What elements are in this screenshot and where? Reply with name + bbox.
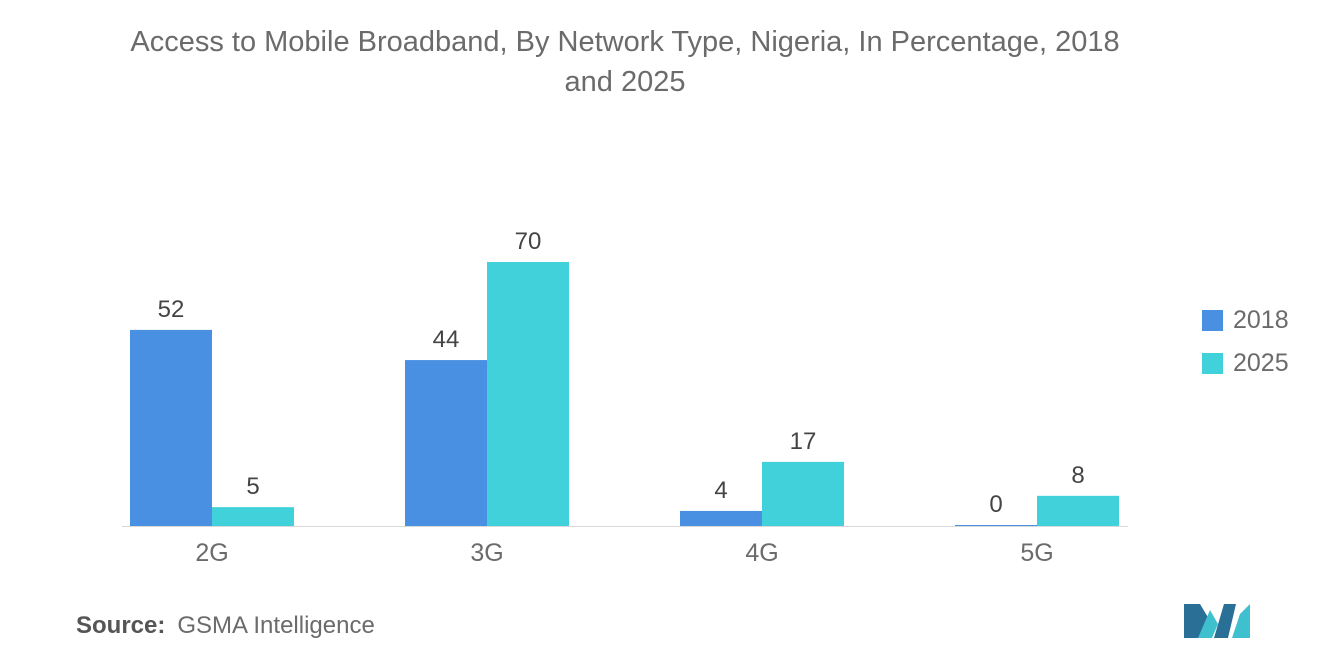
bar-4G-2025 xyxy=(762,461,844,526)
bar-4G-2018 xyxy=(680,510,762,526)
data-label-2G-2018: 52 xyxy=(158,296,185,323)
data-label-3G-2025: 70 xyxy=(515,228,542,255)
source-label: Source: xyxy=(76,612,166,639)
data-label-5G-2018: 0 xyxy=(989,491,1002,518)
x-tick-label-4G: 4G xyxy=(745,539,778,567)
x-tick-label-2G: 2G xyxy=(195,539,228,567)
legend-item-2018: 2018 xyxy=(1202,306,1289,334)
bar-2G-2025 xyxy=(212,507,294,526)
bar-3G-2018 xyxy=(405,360,487,526)
legend: 2018 2025 xyxy=(1202,306,1289,392)
brand-logo-icon xyxy=(1184,604,1250,638)
chart-title-line1: Access to Mobile Broadband, By Network T… xyxy=(130,26,1120,58)
bar-5G-2025 xyxy=(1037,495,1119,526)
x-tick-label-3G: 3G xyxy=(470,539,503,567)
bar-5G-2018 xyxy=(955,525,1037,526)
data-label-4G-2025: 17 xyxy=(790,428,817,455)
legend-item-2025: 2025 xyxy=(1202,349,1289,377)
legend-swatch-2025 xyxy=(1202,352,1223,374)
data-label-4G-2018: 4 xyxy=(714,477,727,504)
bar-3G-2025 xyxy=(487,262,569,526)
source-value: GSMA Intelligence xyxy=(177,612,375,639)
legend-swatch-2018 xyxy=(1202,309,1223,331)
legend-label-2018: 2018 xyxy=(1233,305,1289,334)
data-label-5G-2025: 8 xyxy=(1071,462,1084,489)
chart-title-line2: and 2025 xyxy=(564,66,686,98)
chart-title: Access to Mobile Broadband, By Network T… xyxy=(50,22,1200,102)
legend-label-2025: 2025 xyxy=(1233,348,1289,377)
source-note: Source: GSMA Intelligence xyxy=(76,612,375,640)
data-label-3G-2018: 44 xyxy=(433,326,460,353)
bar-2G-2018 xyxy=(130,329,212,526)
x-tick-label-5G: 5G xyxy=(1020,539,1053,567)
data-label-2G-2025: 5 xyxy=(246,473,259,500)
